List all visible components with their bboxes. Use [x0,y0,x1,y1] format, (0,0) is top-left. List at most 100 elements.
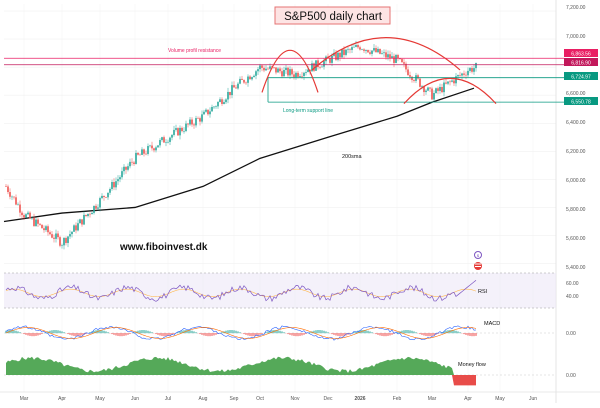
macd-bar [203,333,204,335]
candle-body [355,45,357,47]
x-tick: Mar [428,396,437,402]
macd-bar [323,331,324,333]
candle-body [451,80,453,81]
macd-bar [163,333,164,336]
macd-bar [253,333,254,336]
candle-body [5,186,7,187]
candle-body [279,69,281,72]
candle-body [237,84,239,89]
candle-body [343,50,345,55]
macd-bar [155,333,156,334]
candle-body [41,225,43,228]
macd-bar [211,333,212,336]
macd-bar [291,333,292,335]
candle-body [47,226,49,232]
macd-bar [475,333,476,336]
candle-body [25,214,27,217]
candle-body [13,197,15,198]
candle-body [209,111,211,114]
candle-body [369,52,371,54]
rsi-tick: 40.00 [566,294,579,300]
macd-bar [455,331,456,333]
macd-bar [19,332,20,333]
macd-bar [257,333,258,335]
candle-body [211,107,213,111]
macd-bar [261,333,262,334]
macd-bar [173,333,174,334]
macd-bar [385,333,386,336]
macd-bar [335,333,336,336]
macd-bar [107,332,108,333]
candle-body [159,140,161,145]
macd-bar [247,333,248,335]
macd-bar [37,333,38,335]
candle-body [465,75,467,76]
macd-bar [327,332,328,333]
candle-body [363,49,365,50]
candle-body [275,67,277,72]
candle-body [7,187,9,193]
candle-body [397,55,399,58]
macd-label: MACD [484,321,500,327]
candle-body [453,80,455,83]
macd-bar [141,330,142,333]
candle-body [69,234,71,236]
candle-body [457,75,459,76]
candle-body [337,53,339,60]
x-tick: Jun [131,396,139,402]
candle-body [439,87,441,91]
macd-bar [267,331,268,333]
candle-body [291,69,293,74]
candle-body [285,68,287,70]
candle-body [167,142,169,143]
candle-body [35,220,37,226]
macd-bar [245,333,246,335]
macd-bar [469,333,470,336]
candle-body [21,213,23,215]
candle-body [169,138,171,142]
macd-bar [341,333,342,336]
macd-bar [467,333,468,336]
money-flow-tick: 0.00 [566,373,576,379]
macd-bar [75,333,76,336]
money-flow-label: Money flow [458,362,486,368]
candle-body [413,80,415,81]
x-tick: Mar [20,396,29,402]
candle-body [289,69,291,75]
candle-body [87,214,89,216]
candle-body [367,50,369,52]
level-tag-3: 6,550.78 [564,97,598,106]
candle-body [243,80,245,83]
macd-bar [375,333,376,334]
candle-body [29,213,31,219]
candle-body [353,47,355,48]
macd-bar [389,333,390,335]
macd-bar [205,333,206,336]
y-tick: 7,200.00 [566,5,586,11]
macd-bar [309,332,310,333]
macd-bar [425,333,426,336]
candle-body [179,128,181,135]
macd-bar [63,332,64,333]
macd-bar [369,331,370,333]
macd-bar [71,333,72,335]
candle-body [361,49,363,50]
candle-body [19,205,21,213]
candle-body [329,58,331,62]
candle-body [175,128,177,130]
candle-body [193,124,195,125]
watermark: www.fiboinvest.dk [119,242,208,253]
us-flag-icon[interactable] [474,262,482,270]
candle-body [171,135,173,138]
macd-bar [409,330,410,333]
macd-bar [315,330,316,333]
macd-bar [331,333,332,334]
candle-body [381,53,383,54]
macd-bar [119,333,120,336]
candle-body [103,196,105,197]
macd-bar [31,333,32,336]
candle-body [321,67,323,68]
candle-body [375,48,377,52]
candle-body [261,65,263,67]
